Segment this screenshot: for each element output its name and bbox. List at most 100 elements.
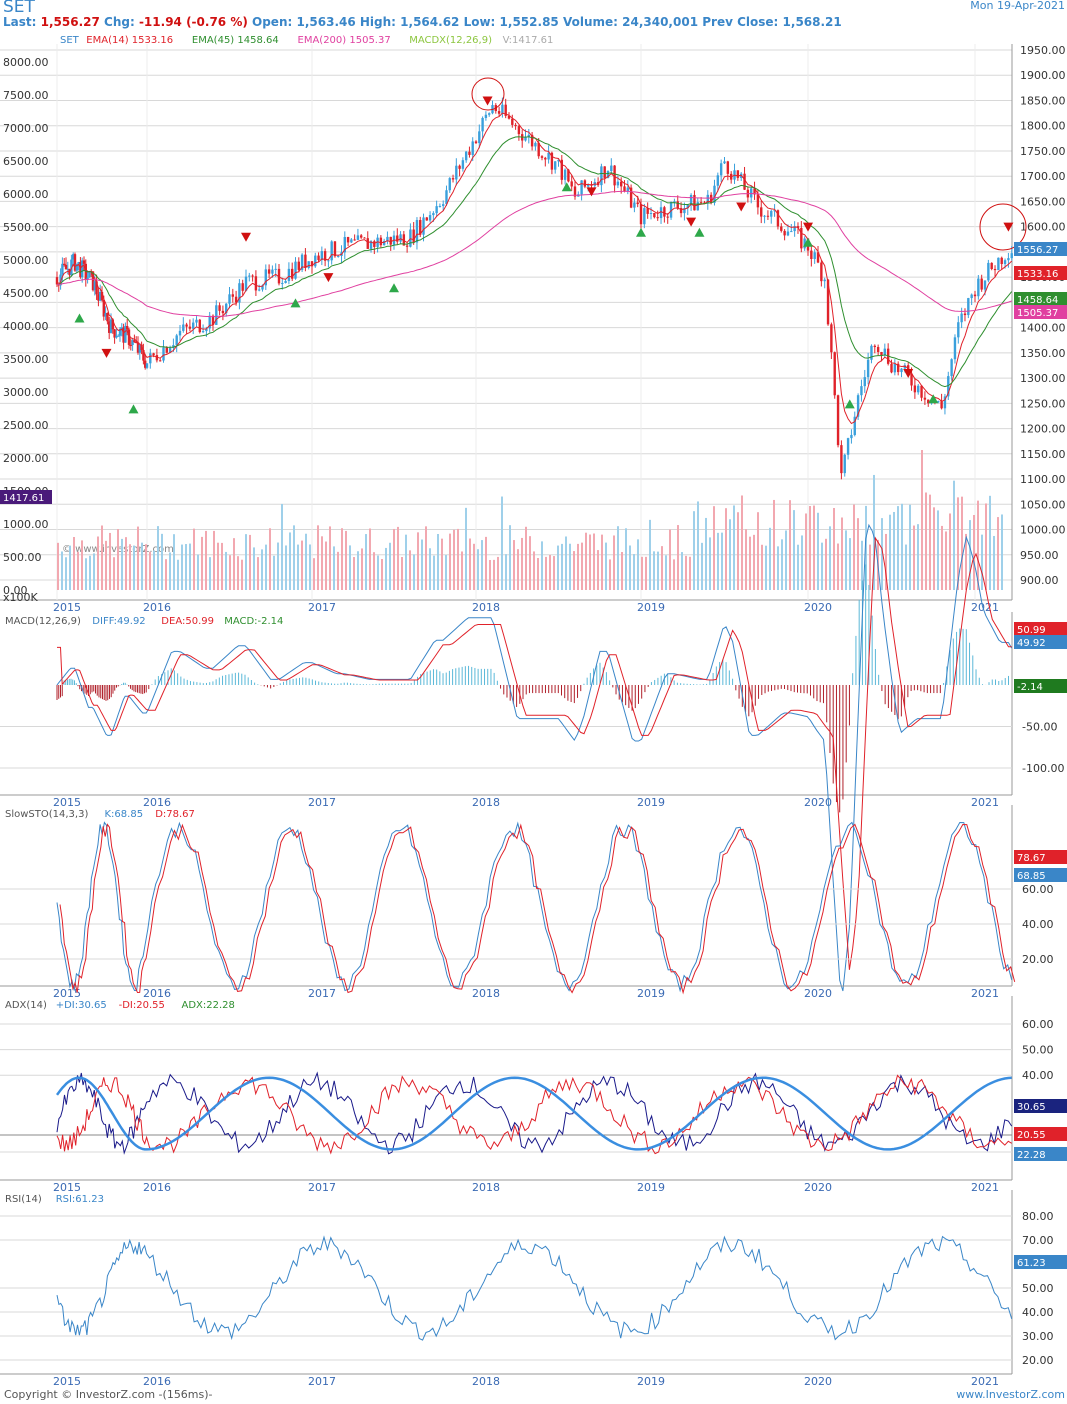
- volume-axis-tick: 6500.00: [3, 155, 49, 168]
- candle-body: [716, 175, 720, 186]
- candle-body: [428, 215, 432, 221]
- prev-value: 1,568.21: [782, 15, 842, 29]
- candle-body: [104, 313, 107, 317]
- candle-body: [363, 237, 366, 239]
- volume-axis-tick: 3500.00: [3, 353, 49, 366]
- candle-body: [987, 262, 990, 281]
- panel-axis-tick: 40.00: [1022, 918, 1054, 931]
- candle-body: [990, 262, 993, 270]
- candle-body: [997, 257, 1000, 271]
- price-axis-tick: 1350.00: [1020, 347, 1066, 360]
- panel-year-label: 2021: [971, 796, 999, 809]
- candle-body: [896, 363, 900, 373]
- minus-di-tag-bg: [1014, 1127, 1067, 1141]
- candle-body: [653, 212, 656, 218]
- candle-body: [478, 131, 481, 144]
- candle-body: [853, 416, 856, 435]
- candle-body: [188, 326, 192, 329]
- buy-signal-icon: [803, 237, 813, 247]
- candle-body: [343, 237, 346, 253]
- candle-body: [77, 262, 80, 264]
- candle-body: [205, 328, 208, 332]
- sell-signal-icon: [736, 202, 747, 212]
- candle-body: [55, 277, 59, 285]
- volume-axis-tick: 6000.00: [3, 188, 49, 201]
- candle-body: [544, 157, 547, 160]
- sto-d-line: [59, 823, 1016, 995]
- buy-signal-icon: [389, 283, 399, 293]
- panel-axis-tick: 60.00: [1022, 1018, 1054, 1031]
- candle-body: [464, 151, 468, 161]
- open-label: Open:: [252, 15, 293, 29]
- candle-body: [524, 136, 527, 141]
- panel-legend-item: D:78.67: [155, 809, 195, 820]
- candle-body: [679, 208, 683, 214]
- candle-body: [425, 217, 428, 221]
- candle-body: [856, 395, 860, 417]
- candle-body: [873, 345, 876, 348]
- volume-axis-tick: 500.00: [3, 551, 42, 564]
- volume-axis-tick: 4000.00: [3, 320, 49, 333]
- macd-dea-line: [57, 536, 1012, 970]
- candle-body: [913, 385, 917, 393]
- panel-legend-item: MACD(12,26,9): [5, 616, 81, 627]
- last-value: 1,556.27: [40, 15, 100, 29]
- price-axis-tick: 1850.00: [1020, 94, 1066, 107]
- candle-body: [643, 208, 646, 225]
- candle-body: [783, 230, 786, 236]
- panel-year-label: 2015: [53, 1181, 81, 1194]
- candle-body: [108, 321, 111, 333]
- candle-body: [876, 347, 880, 352]
- peak-circle: [471, 77, 505, 111]
- footer-site[interactable]: www.InvestorZ.com: [956, 1388, 1065, 1401]
- candle-body: [547, 152, 550, 160]
- candle-body: [192, 322, 195, 329]
- candle-body: [271, 269, 274, 274]
- candle-body: [709, 194, 713, 203]
- sell-signal-icon: [803, 222, 813, 232]
- candle-body: [514, 124, 517, 127]
- ema45-line: [56, 136, 1013, 388]
- sell-signal-icon: [482, 96, 493, 106]
- volume-tag-bg: [0, 490, 52, 504]
- candle-body: [484, 114, 488, 118]
- candle-body: [953, 337, 957, 360]
- candle-body: [445, 190, 448, 205]
- minus-di-tag: 20.55: [1017, 1130, 1046, 1141]
- panel-legend-item: ADX:22.28: [182, 1000, 235, 1011]
- panel-year-label: 2021: [971, 1181, 999, 1194]
- prev-label: Prev Close:: [702, 15, 779, 29]
- candle-body: [195, 319, 198, 323]
- candle-body: [534, 142, 537, 147]
- candle-body: [706, 194, 709, 203]
- candle-body: [297, 261, 300, 270]
- candle-body: [860, 386, 863, 396]
- candle-body: [713, 185, 716, 203]
- candle-body: [488, 113, 491, 115]
- candle-body: [117, 335, 120, 337]
- buy-signal-icon: [561, 182, 572, 192]
- candle-body: [422, 217, 425, 235]
- candle-body: [382, 241, 386, 246]
- panel-axis-tick: 40.00: [1022, 1306, 1054, 1319]
- candle-body: [95, 281, 98, 295]
- price-axis-tick: 1050.00: [1020, 498, 1066, 511]
- candle-body: [281, 283, 284, 285]
- candle-body: [836, 395, 840, 446]
- candle-body: [149, 353, 152, 364]
- candle-body: [241, 283, 244, 291]
- candle-body: [573, 186, 577, 197]
- candle-body: [142, 350, 145, 361]
- panel-legend-item: ADX(14): [5, 1000, 47, 1011]
- candle-body: [455, 165, 458, 180]
- candle-body: [100, 291, 104, 301]
- macd-hist-tag: -2.14: [1017, 682, 1043, 693]
- panel-axis-tick: 30.00: [1022, 1330, 1054, 1343]
- candle-body: [937, 401, 940, 403]
- candle-body: [1010, 253, 1013, 259]
- price-legend-item: EMA(14) 1533.16: [86, 35, 173, 46]
- candle-body: [88, 271, 91, 278]
- candle-body: [481, 117, 484, 132]
- candle-body: [72, 254, 75, 260]
